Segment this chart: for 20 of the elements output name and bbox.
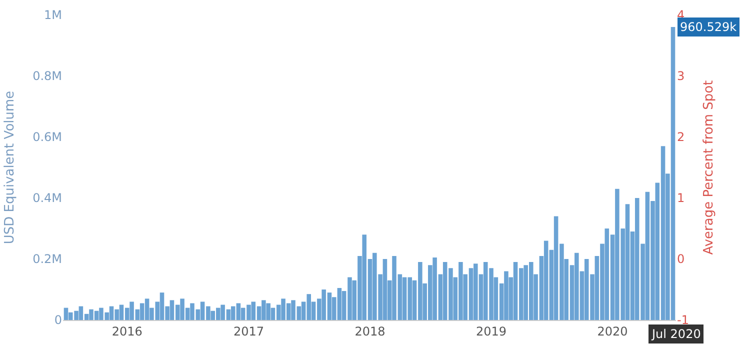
x-tick-label: 2018 bbox=[354, 324, 386, 338]
y-tick-label: 0.4M bbox=[32, 191, 62, 206]
y-axis-title: USD Equivalent Volume bbox=[2, 90, 18, 244]
y-tick-label: 0.8M bbox=[32, 69, 62, 84]
x-tick-label: 2016 bbox=[112, 324, 142, 338]
x-tick-label: 2017 bbox=[233, 324, 264, 338]
y2-tick-label: 1 bbox=[677, 191, 685, 206]
y-tick-label: 0.2M bbox=[32, 252, 62, 266]
y2-axis-title: Average Percent from Spot bbox=[702, 80, 717, 255]
text: Jul 2020 bbox=[651, 327, 701, 341]
x-tick-label: 2019 bbox=[476, 324, 507, 338]
annotation: 960.529k bbox=[680, 20, 737, 34]
y2-tick-label: 3 bbox=[677, 69, 685, 84]
y-tick-label: 0 bbox=[54, 313, 62, 328]
y2-tick-label: -1 bbox=[677, 313, 689, 328]
y2-tick-label: 0 bbox=[677, 252, 685, 266]
y2-tick-label: 2 bbox=[677, 130, 685, 144]
y-tick-label: 1M bbox=[44, 8, 62, 22]
y-tick-label: 0.6M bbox=[32, 130, 62, 144]
x-tick-label: 2020 bbox=[597, 324, 628, 338]
